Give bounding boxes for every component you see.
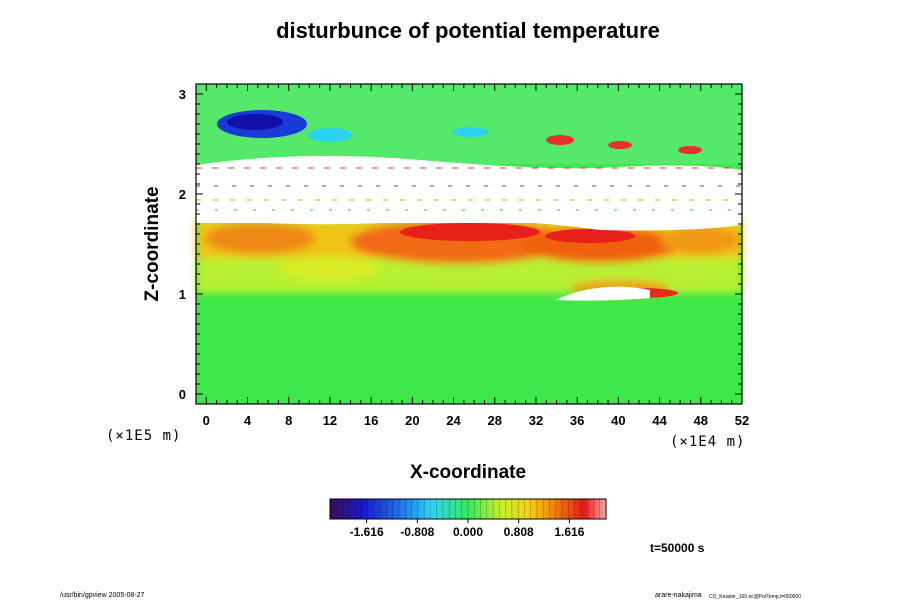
x-units-label: (×1E4 m) bbox=[670, 434, 745, 450]
footer-right-main: arare-nakajima bbox=[655, 592, 702, 599]
footer-right-sub: CO_Kessler_160.nc@PotTemp,t=050000 bbox=[709, 594, 801, 600]
colorbar-tick-label: -0.808 bbox=[400, 525, 434, 539]
x-tick-label: 4 bbox=[244, 413, 252, 428]
y-tick-label: 1 bbox=[179, 287, 186, 302]
x-tick-label: 36 bbox=[570, 413, 584, 428]
x-tick-label: 16 bbox=[364, 413, 378, 428]
x-tick-label: 48 bbox=[694, 413, 708, 428]
x-axis-label: X-coordinate bbox=[410, 462, 526, 483]
x-tick-label: 40 bbox=[611, 413, 625, 428]
y-units-label: (×1E5 m) bbox=[106, 428, 181, 444]
y-tick-label: 2 bbox=[179, 187, 186, 202]
x-tick-label: 28 bbox=[488, 413, 502, 428]
cold-patch bbox=[217, 110, 702, 154]
colorbar-tick-label: 0.000 bbox=[453, 525, 483, 539]
y-axis-label: Z-coordinate bbox=[142, 186, 163, 301]
colorbar-tick-label: 0.808 bbox=[504, 525, 534, 539]
colorbar-tick-label: -1.616 bbox=[350, 525, 384, 539]
footer-left: /usr/bin/gpview 2005-08-27 bbox=[60, 592, 145, 599]
x-tick-label: 0 bbox=[203, 413, 210, 428]
y-tick-label: 3 bbox=[179, 87, 186, 102]
x-tick-label: 8 bbox=[285, 413, 292, 428]
x-tick-label: 20 bbox=[405, 413, 419, 428]
x-tick-label: 12 bbox=[323, 413, 337, 428]
x-tick-label: 24 bbox=[446, 413, 461, 428]
y-tick-label: 0 bbox=[179, 387, 186, 402]
x-tick-label: 44 bbox=[652, 413, 667, 428]
x-tick-label: 52 bbox=[735, 413, 749, 428]
x-tick-label: 32 bbox=[529, 413, 543, 428]
saturated-band bbox=[196, 156, 742, 301]
colorbar-ticks: -1.616 -0.808 0.000 0.808 1.616 bbox=[329, 499, 607, 539]
chart-title: disturbunce of potential temperature bbox=[276, 18, 660, 43]
colorbar-tick-label: 1.616 bbox=[554, 525, 584, 539]
time-label: t=50000 s bbox=[650, 541, 705, 555]
plot-area bbox=[196, 84, 742, 404]
